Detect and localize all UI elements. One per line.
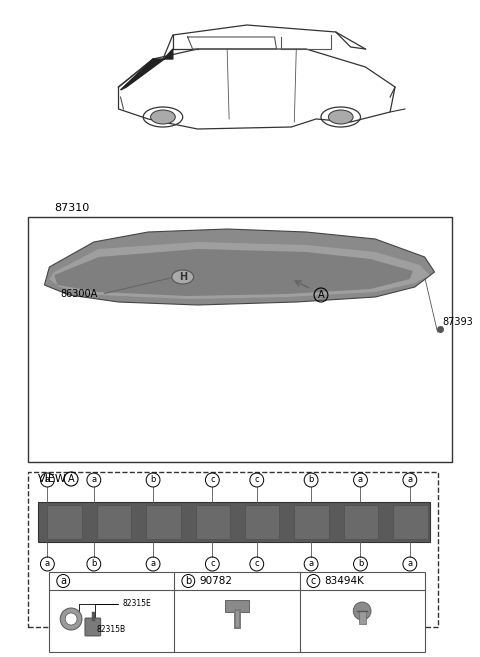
Ellipse shape (172, 270, 193, 284)
Text: a: a (151, 560, 156, 568)
FancyBboxPatch shape (245, 505, 279, 539)
Text: b: b (309, 476, 314, 484)
FancyBboxPatch shape (344, 505, 378, 539)
Polygon shape (49, 242, 430, 299)
Text: b: b (358, 560, 363, 568)
Ellipse shape (328, 110, 353, 124)
Text: b: b (91, 560, 96, 568)
Text: 82315B: 82315B (97, 625, 126, 633)
Text: VIEW: VIEW (37, 474, 66, 484)
Text: 87310: 87310 (54, 203, 90, 213)
Text: a: a (45, 476, 50, 484)
Text: 90782: 90782 (199, 576, 232, 586)
Circle shape (65, 613, 77, 625)
Circle shape (353, 602, 371, 620)
FancyBboxPatch shape (28, 217, 452, 462)
Text: a: a (91, 476, 96, 484)
Text: H: H (179, 272, 187, 282)
Text: 82315E: 82315E (122, 599, 151, 608)
FancyBboxPatch shape (393, 505, 428, 539)
Text: c: c (210, 560, 215, 568)
Text: a: a (408, 560, 412, 568)
Text: 87393: 87393 (443, 317, 473, 327)
Ellipse shape (151, 110, 175, 124)
Polygon shape (54, 249, 413, 296)
FancyBboxPatch shape (28, 472, 437, 627)
FancyBboxPatch shape (195, 505, 230, 539)
FancyBboxPatch shape (48, 505, 82, 539)
Text: a: a (60, 576, 66, 586)
FancyBboxPatch shape (97, 505, 132, 539)
Text: 86300A: 86300A (60, 289, 97, 299)
Text: c: c (210, 476, 215, 484)
Text: a: a (358, 476, 363, 484)
FancyBboxPatch shape (146, 505, 181, 539)
Polygon shape (120, 49, 173, 90)
Text: c: c (254, 560, 259, 568)
FancyBboxPatch shape (294, 505, 329, 539)
FancyBboxPatch shape (359, 611, 366, 624)
FancyBboxPatch shape (85, 618, 101, 636)
FancyBboxPatch shape (225, 600, 249, 612)
Text: A: A (318, 290, 324, 300)
Text: b: b (185, 576, 192, 586)
FancyBboxPatch shape (49, 572, 425, 652)
Text: 83494K: 83494K (324, 576, 364, 586)
Circle shape (60, 608, 82, 630)
Text: a: a (45, 560, 50, 568)
Text: c: c (311, 576, 316, 586)
Text: a: a (309, 560, 313, 568)
FancyBboxPatch shape (37, 502, 430, 542)
Text: c: c (254, 476, 259, 484)
Polygon shape (45, 229, 434, 305)
Text: b: b (150, 476, 156, 484)
Text: a: a (408, 476, 412, 484)
Text: A: A (68, 474, 74, 484)
